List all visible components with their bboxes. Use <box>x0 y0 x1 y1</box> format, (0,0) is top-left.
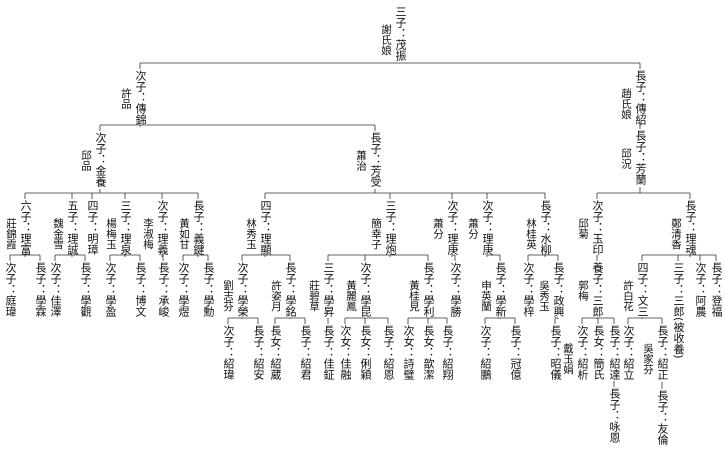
person-name: 長子：紹達 <box>608 325 621 380</box>
person-name: 長子：登福 <box>710 262 723 317</box>
spouse-name: 趙氏娘 <box>620 88 632 120</box>
person-name: 長女：歆潔 <box>422 325 435 380</box>
spouse-name: 邱菊 <box>577 218 589 239</box>
person-name: 長子：承峻 <box>157 262 170 317</box>
person-name: 長子：紹君 <box>299 325 312 380</box>
spouse-name: 蕭分 <box>467 218 479 239</box>
person-name: 養子：三郎 <box>591 262 604 317</box>
spouse-name: 黃如甘 <box>178 218 190 250</box>
person-name: 次子：學榮 <box>236 262 249 317</box>
spouse-name: 莊碧草 <box>308 280 320 312</box>
spouse-name: 謝氏娘 <box>380 24 392 56</box>
spouse-name: 蕭分 <box>432 218 444 239</box>
spouse-name: 黃麗鳳 <box>345 280 357 312</box>
person-name: 長子：紹正 <box>656 325 669 380</box>
spouse-name: 劉志芬 <box>222 280 234 312</box>
person-name: 次子：紹立 <box>622 325 635 380</box>
person-name: 次子：玉印 <box>591 200 604 255</box>
person-name: 次子：傳錦 <box>134 70 147 125</box>
person-name: 長子：學霖 <box>34 262 47 317</box>
person-name: 次子：紹瑋 <box>222 325 235 380</box>
spouse-name: 林秀玉 <box>245 218 257 250</box>
person-name: 次子：庭瑋 <box>4 262 17 317</box>
person-name: 長子：學觀 <box>79 262 92 317</box>
person-name: 長子：學新 <box>494 262 507 317</box>
person-name: 次子：學煜 <box>177 262 190 317</box>
person-name: 五子：理誠 <box>66 200 79 255</box>
person-name: 長子：水柳 <box>539 200 552 255</box>
person-name: 次子：學梓 <box>522 262 535 317</box>
person-name: 長子：冠億 <box>509 325 522 380</box>
spouse-name: 林桂英 <box>525 218 537 250</box>
person-name: 次子：學昆 <box>359 262 372 317</box>
person-name: 長子：學銘 <box>284 262 297 317</box>
person-name: 三子：學昇 <box>322 262 335 317</box>
person-name: 次子：理義 <box>156 200 169 255</box>
person-name: 三子：理炮 <box>384 200 397 255</box>
person-name: 次女：詩璧 <box>402 325 415 380</box>
person-name: 次子：學盈 <box>104 262 117 317</box>
person-name: 次子：阿農 <box>694 262 707 317</box>
spouse-name: 邱況 <box>620 148 632 169</box>
person-name: 次女：佳融 <box>339 325 352 380</box>
person-name: 次子：紹析 <box>576 325 589 380</box>
spouse-name: 申英蘭 <box>480 280 492 312</box>
person-name: 長女：紹葳 <box>269 325 282 380</box>
person-name: 次子：理庚 <box>446 200 459 255</box>
person-name: 四子：理顯 <box>259 200 272 255</box>
spouse-name: 黃桂見 <box>408 280 420 312</box>
spouse-name: 吳秀玉 <box>538 280 550 312</box>
person-name: 長子：義鍵 <box>192 200 205 255</box>
person-name: 長子：咏恩 <box>608 388 621 443</box>
person-name: 長子：芳受 <box>369 132 382 187</box>
spouse-name: 戴玉娟 <box>562 343 574 375</box>
spouse-name: 邱品 <box>80 150 92 171</box>
person-name: 長子：傳紹 <box>634 70 647 125</box>
person-name: 長子：芳蘭 <box>634 130 647 185</box>
person-name: 次子：理庚 <box>481 200 494 255</box>
person-name: 長子：政興 <box>552 262 565 317</box>
person-name: 三子：三郎(被收養) <box>672 262 685 359</box>
spouse-name: 吳家芬 <box>642 343 654 375</box>
person-name: 次子：佳澤 <box>49 262 62 317</box>
person-name: 長子：友倫 <box>656 390 669 445</box>
person-name: 長子：紹翔 <box>441 325 454 380</box>
person-name: 四子：明璋 <box>86 200 99 255</box>
person-name: 長子：學勳 <box>202 262 215 317</box>
person-name: 次子：紹鵬 <box>479 325 492 380</box>
person-name: 長子：紹安 <box>252 325 265 380</box>
spouse-name: 莊錦霞 <box>5 218 17 250</box>
spouse-name: 蕭治 <box>355 150 367 171</box>
person-name: 次子：金養 <box>94 132 107 187</box>
person-name: 長子：昭儀 <box>549 325 562 380</box>
spouse-name: 許白花 <box>622 280 634 312</box>
person-name: 三子：理泉 <box>119 200 132 255</box>
spouse-name: 李淑梅 <box>142 218 154 250</box>
person-name: 長子：紹恩 <box>382 325 395 380</box>
person-name: 長子：佳鉦 <box>322 325 335 380</box>
person-name: 長子：學利 <box>422 262 435 317</box>
spouse-name: 郭梅 <box>577 280 589 301</box>
spouse-name: 許姿月 <box>270 280 282 312</box>
person-name: 長子：博文 <box>134 262 147 317</box>
spouse-name: 簡幸子 <box>370 218 382 250</box>
person-name: 四子：文三 <box>636 262 649 317</box>
person-name: 長子：理魂 <box>684 200 697 255</box>
person-name: 長女：俐穎 <box>359 325 372 380</box>
spouse-name: 鄭清香 <box>670 218 682 250</box>
person-name: 三子：茂振 <box>394 6 407 61</box>
spouse-name: 許品 <box>120 88 132 109</box>
spouse-name: 魏金雪 <box>52 218 64 250</box>
spouse-name: 楊梅玉 <box>105 218 117 250</box>
person-name: 六子：理富 <box>19 200 32 255</box>
person-name: 次子：學勝 <box>449 262 462 317</box>
person-name: 長女：簡氏 <box>592 325 605 380</box>
